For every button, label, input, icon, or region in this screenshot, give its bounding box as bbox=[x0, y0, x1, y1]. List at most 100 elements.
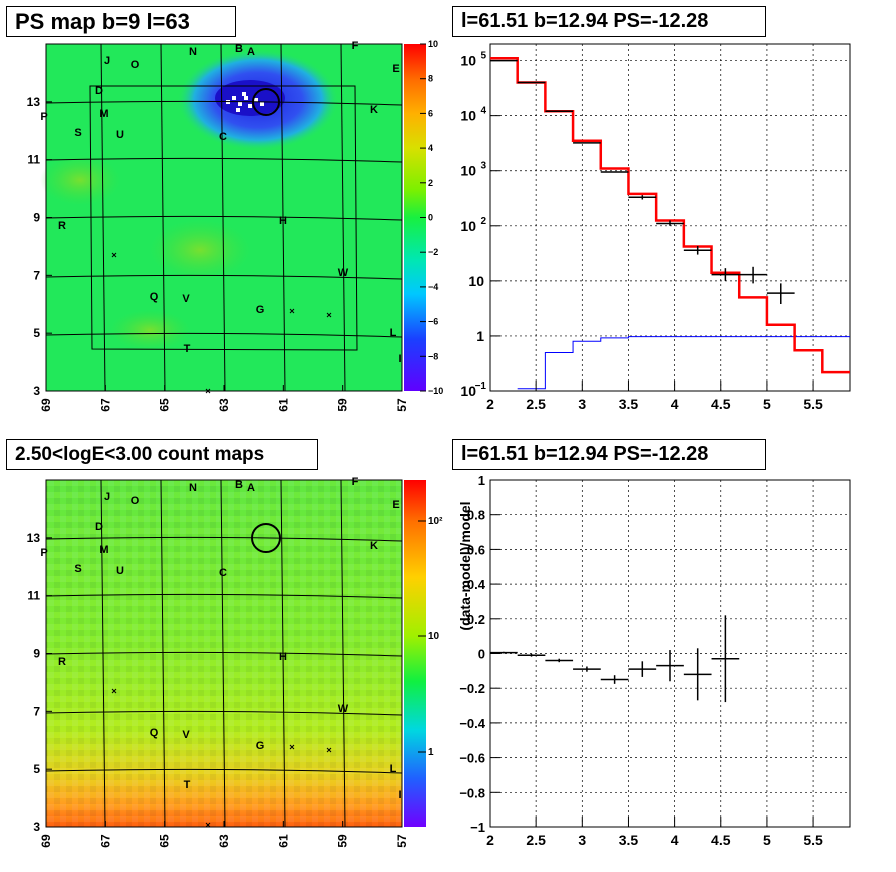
spectrum-frame bbox=[489, 43, 851, 392]
ps-map-x-marks bbox=[111, 252, 332, 394]
longitude-line bbox=[280, 479, 286, 828]
y-tick-exponent: 2 bbox=[480, 216, 486, 227]
x-tick-label: 61 bbox=[276, 398, 290, 412]
source-label: I bbox=[398, 789, 401, 801]
x-tick-label: 57 bbox=[395, 398, 409, 412]
source-label: K bbox=[370, 104, 378, 116]
y-tick-label: 5 bbox=[33, 326, 40, 340]
y-tick-exponent: 4 bbox=[480, 106, 486, 117]
x-tick-label: 59 bbox=[336, 398, 350, 412]
colorbar-tick-label: −2 bbox=[428, 247, 438, 257]
data-point bbox=[683, 245, 712, 255]
colorbar-tick-label: 10² bbox=[428, 516, 443, 527]
y-tick-label: 1 bbox=[476, 328, 484, 344]
longitude-line bbox=[100, 43, 106, 392]
x-tick-label: 67 bbox=[98, 834, 112, 848]
spectrum-content bbox=[490, 57, 850, 390]
y-tick-label: 9 bbox=[33, 211, 40, 225]
x-tick-label: 2 bbox=[486, 832, 494, 848]
source-label: M bbox=[99, 544, 108, 556]
y-tick-label: 7 bbox=[33, 268, 40, 282]
colorbar-tick-label: 8 bbox=[428, 74, 433, 84]
data-point bbox=[628, 195, 657, 200]
ps-map-green-patch bbox=[110, 310, 190, 350]
x-tick-label: 5.5 bbox=[803, 832, 823, 848]
y-tick-label: 10 bbox=[460, 108, 476, 124]
y-tick-label: 3 bbox=[33, 384, 40, 398]
count-map-colorbar bbox=[404, 480, 426, 827]
source-label: O bbox=[131, 495, 140, 507]
y-tick-label: 0 bbox=[478, 647, 485, 662]
residual-point bbox=[573, 666, 601, 672]
source-label: G bbox=[256, 740, 265, 752]
residual-point bbox=[656, 650, 684, 682]
longitude-line bbox=[160, 479, 166, 828]
residual-point bbox=[683, 648, 712, 701]
y-tick-label: 11 bbox=[27, 153, 40, 167]
colorbar-tick-label: −4 bbox=[428, 282, 438, 292]
longitude-line bbox=[160, 43, 166, 392]
y-tick-label: 13 bbox=[27, 95, 41, 109]
ps-map-colorbar bbox=[404, 44, 426, 391]
source-label: D bbox=[95, 521, 103, 533]
x-tick-label: 4 bbox=[671, 396, 679, 412]
residual-content bbox=[490, 615, 740, 703]
x-tick-label: 3.5 bbox=[619, 396, 639, 412]
source-label: A bbox=[247, 482, 255, 494]
y-tick-label: 10 bbox=[468, 273, 484, 289]
y-tick-label: 10 bbox=[460, 163, 476, 179]
residual-point bbox=[600, 675, 629, 684]
source-label: A bbox=[247, 46, 255, 58]
x-tick-label: 2.5 bbox=[526, 832, 546, 848]
colorbar-tick-label: −8 bbox=[428, 351, 438, 361]
x-tick-label: 65 bbox=[158, 834, 172, 848]
source-label: N bbox=[189, 482, 197, 494]
x-tick-label: 61 bbox=[276, 834, 290, 848]
source-label: H bbox=[279, 215, 287, 227]
source-label: J bbox=[104, 55, 110, 67]
x-tick-label: 63 bbox=[217, 834, 231, 848]
x-tick-label: 3 bbox=[578, 396, 586, 412]
colorbar-tick-label: 2 bbox=[428, 178, 433, 188]
source-label: R bbox=[58, 220, 66, 232]
x-tick-label: 4.5 bbox=[711, 396, 731, 412]
latitude-line bbox=[45, 651, 403, 657]
count-map-title: 2.50<logE<3.00 count maps bbox=[6, 439, 318, 470]
x-tick-label: 5 bbox=[763, 396, 771, 412]
colorbar-tick-label: 10 bbox=[428, 39, 438, 49]
source-label: S bbox=[74, 563, 81, 575]
latitude-line bbox=[45, 215, 403, 221]
x-tick-label: 4.5 bbox=[711, 832, 731, 848]
source-label: E bbox=[392, 499, 399, 511]
source-label: U bbox=[116, 129, 124, 141]
source-label: W bbox=[338, 703, 349, 715]
data-point bbox=[766, 283, 795, 305]
x-tick-label: 5 bbox=[763, 832, 771, 848]
colorbar-tick-label: 10 bbox=[428, 631, 440, 642]
y-tick-label: 7 bbox=[33, 704, 40, 718]
residual-title: l=61.51 b=12.94 PS=-12.28 bbox=[452, 439, 766, 470]
data-point bbox=[656, 220, 684, 226]
colorbar-tick-label: 4 bbox=[428, 143, 433, 153]
source-label: C bbox=[219, 567, 227, 579]
y-tick-label: 11 bbox=[27, 589, 40, 603]
source-label: Q bbox=[150, 727, 159, 739]
source-label: P bbox=[40, 547, 47, 559]
source-label: L bbox=[390, 327, 397, 339]
colorbar-tick-label: 1 bbox=[428, 747, 434, 758]
ps-map-source-labels: J O N B A F E D K M P S U C H R W Q V G L T I bbox=[40, 40, 401, 365]
x-tick-label: 57 bbox=[395, 834, 409, 848]
y-tick-label: 3 bbox=[33, 820, 40, 834]
source-label: N bbox=[189, 46, 197, 58]
source-label: W bbox=[338, 267, 349, 279]
x-tick-label: 67 bbox=[98, 398, 112, 412]
count-map-source-labels: J O N B A F E D K M P S U C H R W Q V G L T I bbox=[40, 476, 401, 801]
y-tick-label: 1 bbox=[478, 473, 485, 488]
source-label: I bbox=[398, 353, 401, 365]
